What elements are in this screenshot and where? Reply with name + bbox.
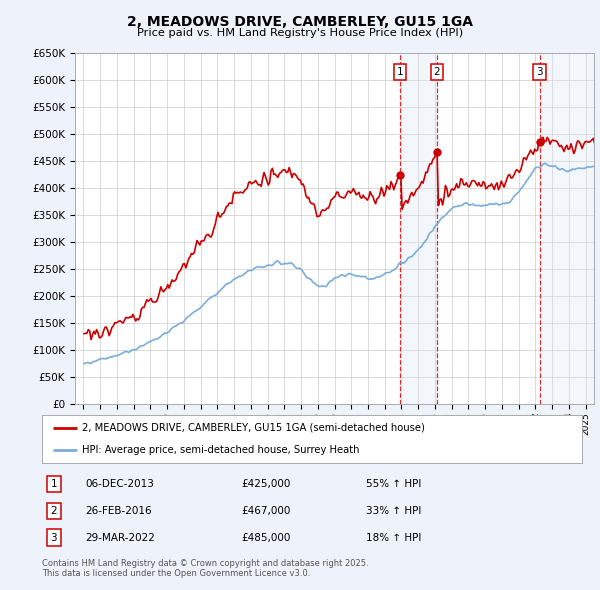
Text: HPI: Average price, semi-detached house, Surrey Heath: HPI: Average price, semi-detached house,… bbox=[83, 445, 360, 455]
Text: 2: 2 bbox=[50, 506, 57, 516]
Text: 18% ↑ HPI: 18% ↑ HPI bbox=[366, 533, 421, 543]
Text: £425,000: £425,000 bbox=[242, 479, 291, 489]
Bar bbox=[400, 53, 437, 404]
Bar bbox=[539, 53, 596, 404]
Text: 06-DEC-2013: 06-DEC-2013 bbox=[85, 479, 154, 489]
Text: 2, MEADOWS DRIVE, CAMBERLEY, GU15 1GA: 2, MEADOWS DRIVE, CAMBERLEY, GU15 1GA bbox=[127, 15, 473, 29]
Text: 29-MAR-2022: 29-MAR-2022 bbox=[85, 533, 155, 543]
Text: 3: 3 bbox=[50, 533, 57, 543]
Text: £467,000: £467,000 bbox=[242, 506, 291, 516]
Text: 26-FEB-2016: 26-FEB-2016 bbox=[85, 506, 152, 516]
Text: 33% ↑ HPI: 33% ↑ HPI bbox=[366, 506, 421, 516]
Text: Contains HM Land Registry data © Crown copyright and database right 2025.
This d: Contains HM Land Registry data © Crown c… bbox=[42, 559, 368, 578]
Text: 1: 1 bbox=[397, 67, 403, 77]
Text: 1: 1 bbox=[50, 479, 57, 489]
Text: 2: 2 bbox=[434, 67, 440, 77]
Text: 3: 3 bbox=[536, 67, 543, 77]
Text: Price paid vs. HM Land Registry's House Price Index (HPI): Price paid vs. HM Land Registry's House … bbox=[137, 28, 463, 38]
Text: 2, MEADOWS DRIVE, CAMBERLEY, GU15 1GA (semi-detached house): 2, MEADOWS DRIVE, CAMBERLEY, GU15 1GA (s… bbox=[83, 423, 425, 433]
Text: £485,000: £485,000 bbox=[242, 533, 291, 543]
Text: 55% ↑ HPI: 55% ↑ HPI bbox=[366, 479, 421, 489]
